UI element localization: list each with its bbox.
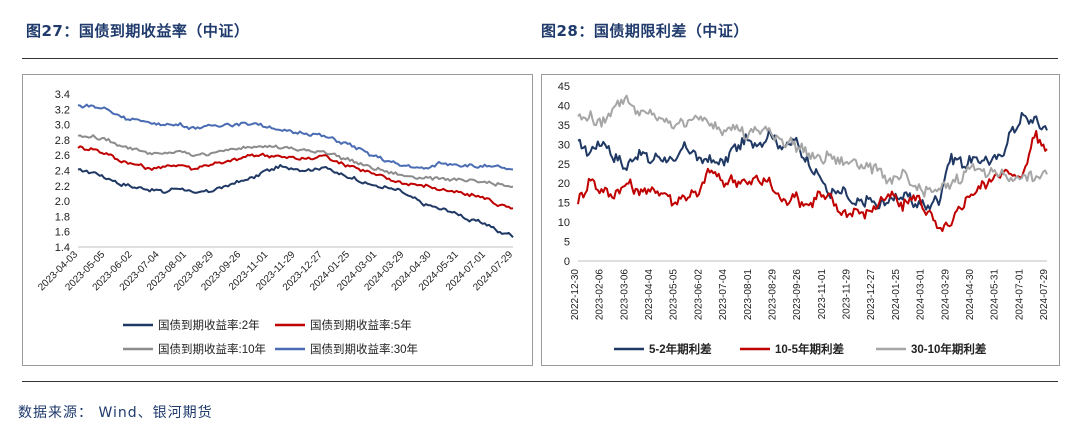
legend-label: 国债到期收益率:5年	[310, 318, 412, 332]
x-tick-label: 2022-12-30	[570, 269, 581, 321]
series-line	[77, 103, 514, 171]
x-tick-label: 2023-11-01	[817, 269, 828, 320]
y-tick-label: 15	[558, 198, 570, 210]
y-tick-label: 3.0	[55, 120, 70, 132]
source-note: 数据来源： Wind、银河期货	[18, 405, 213, 421]
y-tick-label: 1.6	[55, 227, 70, 239]
x-tick-label: 2023-12-27	[866, 269, 877, 321]
x-tick-label: 2024-01-25	[891, 269, 902, 321]
x-tick-label: 2023-09-26	[792, 269, 803, 321]
series-line	[77, 134, 514, 188]
x-tick-label: 2023-03-06	[619, 269, 630, 321]
x-tick-label: 2023-05-05	[669, 269, 680, 321]
legend-label: 10-5年期利差	[775, 342, 845, 356]
x-tick-label: 2024-07-01	[1014, 269, 1025, 321]
bottom-rule	[22, 381, 1058, 382]
top-rule	[22, 58, 1058, 59]
right-chart-panel: 45 40 35 30 25 20 15 10 5 0 2022-12-30 2023-02-06 20…	[541, 74, 1060, 366]
yield-chart: 3.43.23.02.82.62.42.22.01.81.61.42023-04…	[36, 89, 515, 356]
y-tick-label: 45	[558, 81, 570, 93]
x-tick-label: 2023-11-29	[842, 269, 853, 320]
y-tick-label: 2.2	[55, 181, 70, 193]
series-line	[577, 94, 1048, 198]
legend-label: 30-10年期利差	[911, 342, 987, 356]
right-figure-title: 图28：国债期限利差（中证）	[541, 22, 749, 40]
y-tick-label: 2.8	[55, 135, 70, 147]
series-line	[577, 111, 1048, 211]
y-tick-label: 20	[558, 178, 570, 190]
left-figure-title: 图27：国债到期收益率（中证）	[26, 22, 250, 40]
y-tick-label: 1.4	[55, 242, 70, 254]
legend-label: 国债到期收益率:30年	[310, 342, 418, 356]
x-tick-label: 2024-04-30	[965, 269, 976, 321]
legend-label: 国债到期收益率:2年	[158, 318, 260, 332]
legend-label: 国债到期收益率:10年	[158, 342, 266, 356]
x-tick-label: 2024-03-29	[940, 269, 951, 321]
y-tick-label: 5	[564, 237, 570, 249]
y-tick-label: 3.4	[55, 89, 70, 101]
y-tick-label: 2.4	[55, 166, 70, 178]
x-tick-label: 2023-07-04	[718, 269, 729, 321]
x-tick-label: 2024-07-29	[1039, 269, 1050, 321]
x-tick-label: 2024-03-01	[916, 269, 927, 321]
y-tick-label: 3.2	[55, 104, 70, 116]
x-tick-label: 2023-04-04	[644, 269, 655, 321]
y-tick-label: 30	[558, 139, 570, 151]
x-tick-label: 2024-05-31	[990, 269, 1001, 321]
y-tick-label: 1.8	[55, 211, 70, 223]
legend-label: 5-2年期利差	[649, 342, 712, 356]
series-line	[77, 145, 514, 210]
series-line	[577, 130, 1048, 233]
y-tick-label: 2.0	[55, 196, 70, 208]
left-chart-panel: 3.4 3.2 3.0 2.8 2.6 2.4 2.2 2.0 1.8 1.6 1.4 2023-04…	[22, 74, 533, 366]
x-tick-label: 2023-06-02	[693, 269, 704, 321]
y-tick-label: 40	[558, 100, 570, 112]
x-tick-label: 2023-08-01	[743, 269, 754, 321]
y-tick-label: 25	[558, 159, 570, 171]
series-line	[77, 164, 514, 238]
y-tick-label: 35	[558, 120, 570, 132]
y-tick-label: 10	[558, 217, 570, 229]
x-tick-label: 2023-02-06	[595, 269, 606, 321]
y-tick-label: 2.6	[55, 150, 70, 162]
y-tick-label: 0	[564, 256, 570, 268]
x-tick-label: 2023-08-29	[767, 269, 778, 321]
